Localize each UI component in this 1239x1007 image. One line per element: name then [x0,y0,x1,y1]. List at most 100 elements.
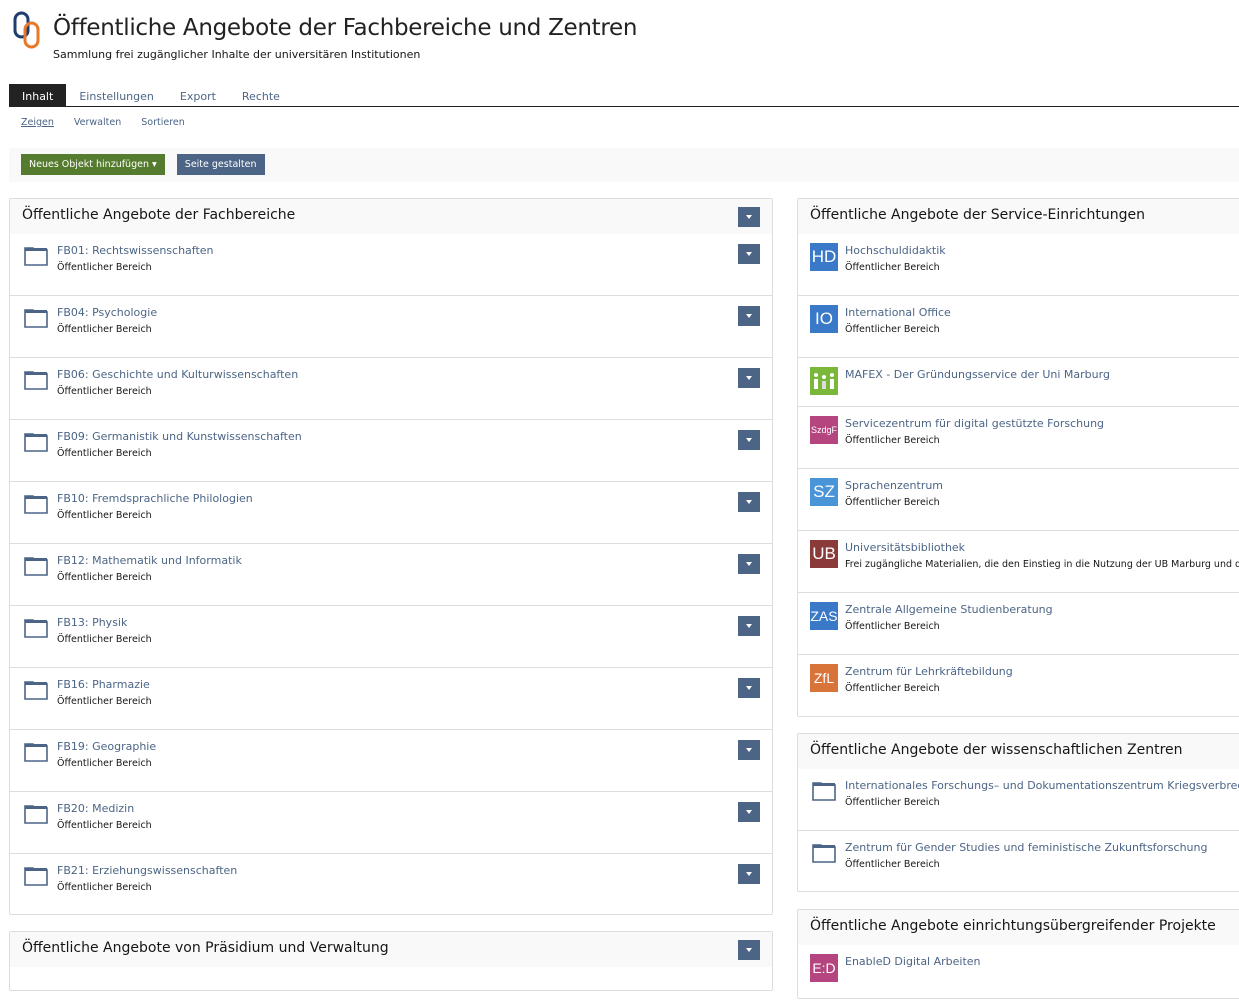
item-actions-dropdown[interactable] [738,430,760,450]
list-item: ZfL Zentrum für Lehrkräftebildung Öffentli… [798,655,1239,717]
institution-tile-icon: ZAS [810,602,838,630]
folder-icon [24,805,48,824]
item-link[interactable]: Internationales Forschungs– und Dokument… [845,779,1239,792]
item-description: Öffentlicher Bereich [845,497,940,508]
item-description: Öffentlicher Bereich [57,386,152,397]
folder-icon [24,247,48,266]
item-link[interactable]: International Office [845,306,951,319]
panel-title: Öffentliche Angebote der Fachbereiche [22,207,296,223]
list-item: UB Universitätsbibliothek Frei zugängliche… [798,531,1239,593]
logo-icon [13,11,40,49]
list-item: FB16: Pharmazie Öffentlicher Bereich [10,668,772,730]
institution-tile-icon: SzdgF [810,416,838,444]
caret-down-icon: ▾ [152,159,157,170]
list-item: FB12: Mathematik und Informatik Öffentlic… [10,544,772,606]
item-actions-dropdown[interactable] [738,492,760,512]
item-link[interactable]: FB06: Geschichte und Kulturwissenschafte… [57,368,299,381]
item-link[interactable]: FB04: Psychologie [57,306,158,319]
list-item: FB21: Erziehungswissenschaften Öffentlich… [10,854,772,916]
item-description: Öffentlicher Bereich [57,448,152,459]
list-item: Internationales Forschungs– und Dokument… [798,769,1239,831]
subtab-sortieren[interactable]: Sortieren [141,117,185,128]
list-item: FB19: Geographie Öffentlicher Bereich [10,730,772,792]
item-link[interactable]: FB12: Mathematik und Informatik [57,554,242,567]
folder-icon [24,433,48,452]
item-link[interactable]: Sprachenzentrum [845,479,944,492]
item-description: Öffentlicher Bereich [845,324,940,335]
item-actions-dropdown[interactable] [738,740,760,760]
tab-export[interactable]: Export [179,90,216,103]
item-link[interactable]: FB21: Erziehungswissenschaften [57,864,238,877]
panel-zentren: Öffentliche Angebote der wissenschaftlic… [797,733,1239,892]
item-actions-dropdown[interactable] [738,802,760,822]
add-object-button[interactable]: Neues Objekt hinzufügen ▾ [21,154,165,175]
item-link[interactable]: FB13: Physik [57,616,128,629]
list-item: E:D EnableD Digital Arbeiten [798,945,1239,1007]
folder-icon [24,495,48,514]
panel-title: Öffentliche Angebote der Service-Einrich… [810,207,1145,223]
item-description: Öffentlicher Bereich [845,797,940,808]
folder-icon [812,844,836,863]
item-link[interactable]: Universitätsbibliothek [845,541,966,554]
item-link[interactable]: Servicezentrum für digital gestützte For… [845,417,1105,430]
item-link[interactable]: FB10: Fremdsprachliche Philologien [57,492,253,505]
item-actions-dropdown[interactable] [738,678,760,698]
institution-tile-icon: ZfL [810,664,838,692]
panel-projekte: Öffentliche Angebote einrichtungsübergre… [797,909,1239,999]
folder-icon [24,309,48,328]
subtab-verwalten[interactable]: Verwalten [73,117,122,128]
item-description: Öffentlicher Bereich [57,572,152,583]
list-item: Zentrum für Gender Studies und feministi… [798,831,1239,893]
item-description: Öffentlicher Bereich [845,859,940,870]
tab-bar: Inhalt Einstellungen Export Rechte [9,84,1239,107]
tab-inhalt[interactable]: Inhalt [9,84,67,106]
list-item: ZAS Zentrale Allgemeine Studienberatung Öf… [798,593,1239,655]
item-actions-dropdown[interactable] [738,616,760,636]
design-page-button[interactable]: Seite gestalten [176,154,265,175]
item-description: Öffentlicher Bereich [57,262,152,273]
item-actions-dropdown[interactable] [738,368,760,388]
folder-icon [24,619,48,638]
item-description: Öffentlicher Bereich [845,683,940,694]
item-actions-dropdown[interactable] [738,244,760,264]
folder-icon [24,743,48,762]
folder-icon [24,557,48,576]
item-description: Öffentlicher Bereich [57,696,152,707]
item-description: Öffentlicher Bereich [57,634,152,645]
tab-rechte[interactable]: Rechte [241,90,280,103]
item-description: Öffentlicher Bereich [57,820,152,831]
item-actions-dropdown[interactable] [738,306,760,326]
item-link[interactable]: FB19: Geographie [57,740,157,753]
item-link[interactable]: FB01: Rechtswissenschaften [57,244,214,257]
item-link[interactable]: Zentrum für Lehrkräftebildung [845,665,1013,678]
institution-tile-icon: IO [810,305,838,333]
institution-tile-icon: SZ [810,478,838,506]
item-actions-dropdown[interactable] [738,864,760,884]
item-link[interactable]: Zentrale Allgemeine Studienberatung [845,603,1053,616]
item-link[interactable]: FB16: Pharmazie [57,678,150,691]
list-item: MAFEX - Der Gründungsservice der Uni Mar… [798,358,1239,407]
item-link[interactable]: Hochschuldidaktik [845,244,946,257]
item-description: Öffentlicher Bereich [845,262,940,273]
list-item: FB20: Medizin Öffentlicher Bereich [10,792,772,854]
panel-actions-dropdown[interactable] [738,207,760,227]
institution-tile-icon: E:D [810,954,838,982]
list-item: FB01: Rechtswissenschaften Öffentlicher B… [10,234,772,296]
item-description: Öffentlicher Bereich [845,621,940,632]
mafex-logo-icon [810,367,838,395]
item-link[interactable]: FB09: Germanistik und Kunstwissenschafte… [57,430,302,443]
list-item: SZ Sprachenzentrum Öffentlicher Bereich [798,469,1239,531]
tab-einstellungen[interactable]: Einstellungen [79,90,154,103]
item-link[interactable]: FB20: Medizin [57,802,135,815]
panel-actions-dropdown[interactable] [738,940,760,960]
item-description: Öffentlicher Bereich [57,510,152,521]
item-link[interactable]: MAFEX - Der Gründungsservice der Uni Mar… [845,368,1110,381]
item-actions-dropdown[interactable] [738,554,760,574]
list-item: FB04: Psychologie Öffentlicher Bereich [10,296,772,358]
panel-title: Öffentliche Angebote von Präsidium und V… [22,940,389,956]
subtab-zeigen[interactable]: Zeigen [21,117,54,128]
item-link[interactable]: EnableD Digital Arbeiten [845,955,981,968]
list-item: IO International Office Öffentlicher Berei… [798,296,1239,358]
item-link[interactable]: Zentrum für Gender Studies und feministi… [845,841,1208,854]
list-item: FB06: Geschichte und Kulturwissenschafte… [10,358,772,420]
